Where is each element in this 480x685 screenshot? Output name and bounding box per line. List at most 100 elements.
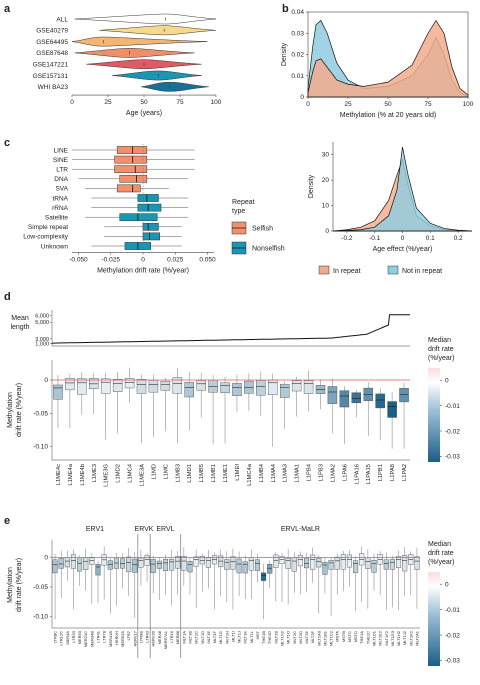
box: [52, 559, 58, 574]
y-tick-label: 0: [44, 555, 48, 562]
x-tick-label: L1MC4: [128, 463, 134, 482]
x-tick-label: MER4A: [65, 631, 70, 645]
x-tick-label: L1MB3: [175, 464, 181, 482]
y-axis-title: Methylation: [7, 567, 14, 603]
y-tick-label: 5,000: [35, 320, 49, 326]
x-tick-label: MLT1I: [230, 631, 235, 642]
x-tick-label: L1MB5: [199, 464, 205, 482]
colorbar-title: drift rate: [428, 550, 454, 557]
box: [291, 380, 302, 392]
box: [208, 380, 218, 393]
x-tick-label: MLT1G: [218, 631, 223, 644]
box: [138, 557, 144, 568]
x-tick-label: L1ME3A: [140, 464, 146, 486]
y-tick-label: -0.05: [33, 410, 48, 417]
x-tick-label: HERV30: [151, 630, 156, 646]
y-axis-title: Density: [308, 174, 315, 198]
x-tick-label: MLT2F: [310, 630, 315, 643]
box: [112, 378, 123, 392]
box: [399, 388, 409, 403]
panel-label: e: [4, 515, 10, 527]
colorbar-tick-label: 0: [445, 582, 449, 589]
y-tick-label: -0.05: [33, 584, 48, 591]
x-tick-label: MLT1L: [249, 630, 254, 643]
panel-label: b: [282, 3, 289, 15]
x-tick-label: L1ME4b: [80, 464, 86, 486]
box: [389, 559, 395, 570]
box: [291, 557, 297, 572]
category-label: rRNA: [52, 205, 69, 212]
box: [77, 557, 83, 572]
box: [184, 382, 194, 398]
top-y-axis-title: Mean: [11, 315, 29, 322]
x-tick-label: LTR43: [145, 630, 150, 642]
x-tick-label: MLT1K: [243, 631, 248, 644]
box: [328, 560, 334, 570]
box: [303, 380, 314, 394]
density-series: [307, 19, 469, 98]
x-axis-title: Methylation drift rate (%/year): [97, 268, 189, 275]
y-tick-label: 6,000: [35, 313, 49, 319]
x-tick-label: 0: [401, 235, 405, 242]
x-tick-label: L1PA16: [354, 464, 360, 484]
box: [273, 554, 279, 568]
x-tick-label: L1MC: [163, 464, 169, 479]
category-label: Simple repeat: [28, 224, 68, 231]
x-tick-label: MLT1J2: [402, 630, 407, 645]
box: [137, 194, 159, 202]
box: [65, 378, 75, 391]
x-tick-label: MLT1C2: [329, 630, 334, 646]
x-tick-label: L1PA2: [402, 464, 408, 481]
box: [100, 378, 111, 394]
x-tick-label: MLT2A1: [414, 630, 419, 646]
y-tick-label: 0: [300, 94, 304, 101]
box: [148, 380, 159, 393]
y-tick-label: 20: [322, 177, 330, 184]
y-tick-label: 30: [322, 152, 330, 159]
x-tick-label: 75: [176, 99, 184, 106]
category-label: LTR: [56, 167, 68, 174]
colorbar: [428, 572, 440, 666]
x-tick-label: MSTD: [353, 631, 358, 642]
x-tick-label: 50: [140, 99, 148, 106]
x-tick-label: MLT1F2: [384, 630, 389, 645]
violin: [74, 13, 217, 25]
box: [256, 380, 266, 396]
box: [371, 560, 377, 573]
box: [232, 382, 242, 396]
x-tick-label: L1PA8: [390, 464, 396, 481]
box: [224, 559, 230, 570]
box: [218, 555, 224, 568]
category-label: tRNA: [52, 195, 68, 202]
x-tick-label: 0.050: [199, 257, 216, 264]
colorbar-tick-label: -0.03: [445, 454, 460, 461]
x-tick-label: THE1B: [261, 631, 266, 644]
legend-swatch: [387, 265, 399, 275]
x-tick-label: LTR8C: [53, 631, 58, 643]
box: [137, 203, 162, 212]
x-tick-label: MLT2C: [292, 631, 297, 644]
box: [119, 174, 148, 183]
colorbar-tick-label: -0.02: [445, 632, 460, 639]
x-tick-label: MLT1F: [212, 630, 217, 643]
box: [353, 560, 359, 573]
panel-label: a: [4, 3, 11, 15]
box: [119, 213, 158, 222]
x-tick-label: L1MC4a: [247, 463, 253, 486]
x-tick-label: MLT2D: [298, 631, 303, 644]
box: [396, 556, 402, 568]
x-tick-label: MLT2E: [304, 631, 309, 644]
box: [297, 554, 303, 567]
colorbar-tick-label: -0.03: [445, 658, 460, 665]
colorbar-title: drift rate: [428, 346, 454, 353]
x-tick-label: THE1A: [359, 631, 364, 644]
x-tick-label: MLT1D: [200, 631, 205, 644]
x-tick-label: THE1C: [365, 631, 370, 644]
category-label: GSE147221: [33, 62, 69, 69]
x-tick-label: 0.025: [167, 257, 184, 264]
x-tick-label: MLT1E2: [378, 630, 383, 646]
y-tick-label: 0.04: [291, 9, 304, 16]
box: [172, 377, 183, 394]
